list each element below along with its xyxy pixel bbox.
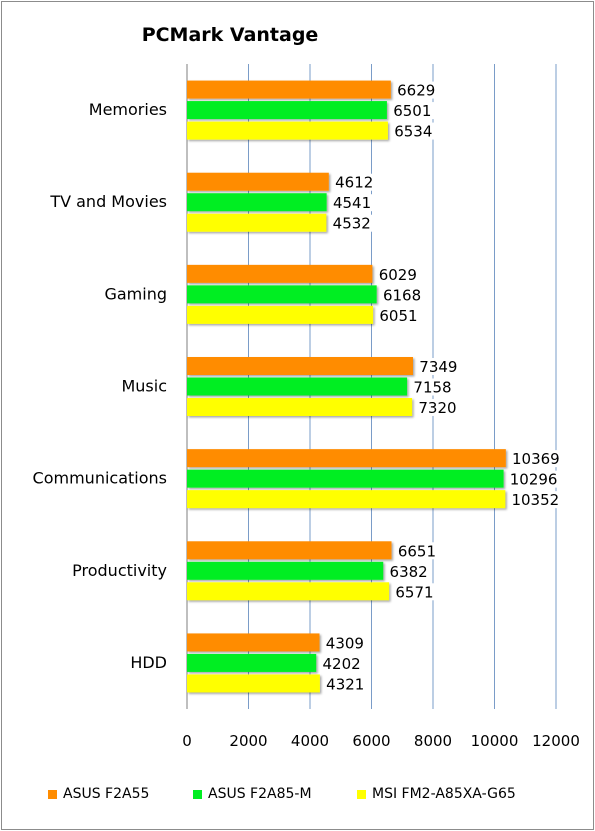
category-label: Communications bbox=[33, 469, 167, 488]
bar bbox=[187, 561, 384, 580]
bar bbox=[187, 398, 413, 416]
bar bbox=[187, 80, 391, 99]
bar bbox=[187, 633, 320, 652]
data-label-bg bbox=[416, 399, 459, 416]
data-label-bg bbox=[416, 358, 460, 375]
bar bbox=[187, 490, 506, 509]
bar bbox=[187, 285, 377, 304]
legend-item-series-3: MSI FM2-A85XA-G65 bbox=[357, 782, 516, 806]
legend-label-series-1: ASUS F2A55 bbox=[63, 786, 150, 802]
data-label: 10296 bbox=[510, 471, 558, 489]
data-label-bg bbox=[411, 378, 454, 396]
data-label-bg bbox=[323, 634, 367, 652]
data-label-bg bbox=[509, 450, 562, 468]
data-label-bg bbox=[507, 470, 560, 488]
data-label: 7320 bbox=[418, 399, 456, 417]
bar bbox=[187, 541, 392, 560]
category-label: Music bbox=[121, 377, 167, 396]
data-label: 6382 bbox=[390, 563, 428, 581]
data-label: 7158 bbox=[413, 379, 451, 397]
data-label: 4612 bbox=[335, 174, 373, 192]
data-label-bg bbox=[376, 265, 420, 283]
chart-title: PCMark Vantage bbox=[141, 24, 319, 46]
legend-item-series-1: ASUS F2A55 bbox=[48, 782, 149, 806]
data-label: 6051 bbox=[379, 307, 417, 325]
data-label: 4532 bbox=[333, 215, 371, 233]
bar bbox=[187, 305, 374, 324]
x-tick-label: 8000 bbox=[414, 732, 452, 750]
category-label: Memories bbox=[89, 100, 167, 119]
chart-legend: ASUS F2A55 ASUS F2A85-M MSI FM2-A85XA-G6… bbox=[0, 782, 595, 806]
bar bbox=[187, 674, 320, 693]
bar bbox=[187, 193, 327, 212]
bar bbox=[187, 172, 329, 191]
bar bbox=[187, 377, 408, 396]
data-label: 6534 bbox=[394, 123, 432, 141]
bar bbox=[187, 357, 413, 375]
bar bbox=[187, 449, 506, 468]
bar bbox=[187, 101, 387, 120]
category-label: HDD bbox=[130, 653, 167, 672]
data-label: 4309 bbox=[326, 634, 364, 652]
data-label-bg bbox=[391, 122, 435, 140]
category-label: TV and Movies bbox=[49, 192, 167, 211]
category-label: Gaming bbox=[104, 284, 167, 303]
legend-item-series-2: ASUS F2A85-M bbox=[193, 782, 312, 806]
data-label-bg bbox=[395, 542, 439, 560]
data-label: 4202 bbox=[323, 655, 361, 673]
data-label-bg bbox=[330, 214, 374, 232]
data-label: 6571 bbox=[395, 583, 433, 601]
legend-swatch-series-3 bbox=[357, 789, 366, 799]
data-label: 10369 bbox=[512, 450, 560, 468]
data-label: 4321 bbox=[326, 675, 364, 693]
data-label-bg bbox=[387, 562, 431, 580]
data-label-bg bbox=[509, 491, 562, 509]
x-tick-label: 6000 bbox=[352, 732, 390, 750]
data-label-bg bbox=[377, 306, 420, 324]
bar bbox=[187, 121, 388, 140]
data-label-bg bbox=[330, 194, 374, 212]
x-tick-label: 12000 bbox=[532, 732, 580, 750]
x-tick-label: 2000 bbox=[229, 732, 267, 750]
x-tick-label: 10000 bbox=[471, 732, 519, 750]
x-tick-label: 0 bbox=[182, 732, 192, 750]
bar bbox=[187, 653, 317, 672]
legend-label-series-3: MSI FM2-A85XA-G65 bbox=[372, 786, 516, 802]
data-label-bg bbox=[394, 81, 438, 99]
data-label: 7349 bbox=[419, 358, 457, 376]
data-label-bg bbox=[390, 102, 434, 120]
data-label: 6029 bbox=[379, 266, 417, 284]
legend-swatch-series-1 bbox=[48, 789, 57, 799]
category-label: Productivity bbox=[72, 561, 167, 580]
legend-swatch-series-2 bbox=[193, 789, 202, 799]
data-label: 10352 bbox=[511, 491, 559, 509]
data-label: 6651 bbox=[398, 542, 436, 560]
data-label: 6501 bbox=[393, 102, 431, 120]
bar bbox=[187, 264, 373, 283]
bar bbox=[187, 469, 504, 488]
data-label-bg bbox=[393, 583, 436, 601]
x-tick-label: 4000 bbox=[291, 732, 329, 750]
data-label: 4541 bbox=[333, 194, 371, 212]
data-label-bg bbox=[380, 286, 424, 304]
bar bbox=[187, 213, 327, 232]
legend-label-series-2: ASUS F2A85-M bbox=[208, 786, 312, 802]
data-label-bg bbox=[320, 654, 364, 672]
data-label: 6168 bbox=[383, 286, 421, 304]
data-label-bg bbox=[323, 675, 367, 693]
data-label: 6629 bbox=[397, 82, 435, 100]
data-label-bg bbox=[332, 173, 376, 191]
bar bbox=[187, 582, 390, 601]
